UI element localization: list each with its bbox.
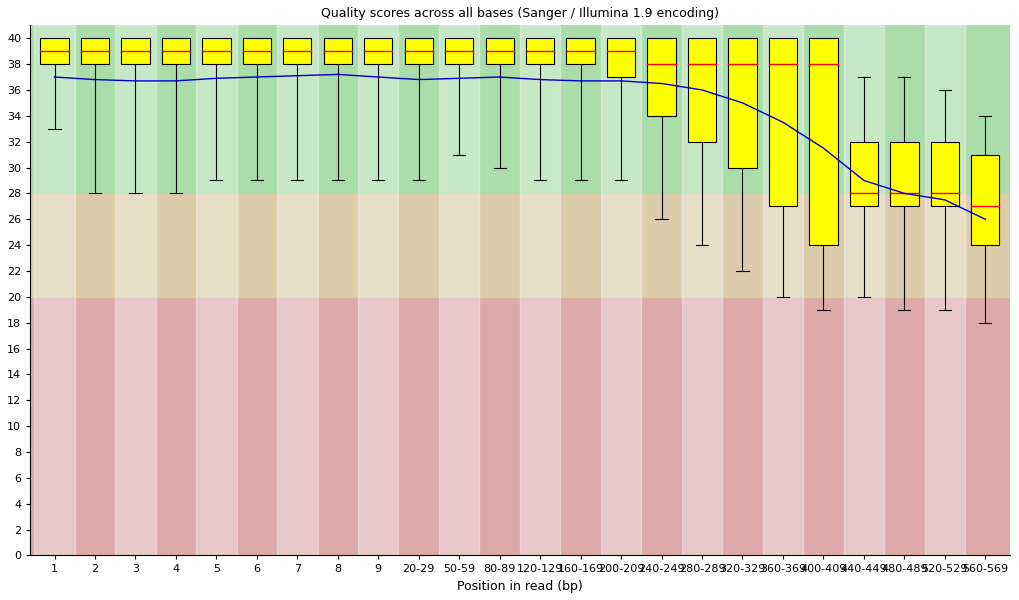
- Bar: [485, 38, 514, 64]
- Bar: [81, 38, 109, 64]
- Bar: [647, 38, 675, 116]
- Bar: [35, 25, 74, 556]
- Bar: [41, 38, 68, 64]
- Bar: [843, 25, 883, 556]
- Bar: [606, 38, 635, 77]
- Bar: [323, 38, 352, 64]
- Bar: [202, 38, 230, 64]
- Bar: [364, 38, 392, 64]
- Bar: [31, 193, 1009, 297]
- Bar: [970, 155, 999, 245]
- Bar: [728, 38, 756, 167]
- Bar: [196, 25, 236, 556]
- Bar: [444, 38, 473, 64]
- Bar: [808, 38, 837, 245]
- Bar: [526, 38, 553, 64]
- Bar: [243, 38, 271, 64]
- Bar: [849, 142, 877, 206]
- X-axis label: Position in read (bp): Position in read (bp): [457, 580, 582, 593]
- Bar: [600, 25, 641, 556]
- Bar: [687, 38, 715, 142]
- Bar: [277, 25, 317, 556]
- Bar: [762, 25, 802, 556]
- Bar: [358, 25, 398, 556]
- Bar: [768, 38, 796, 206]
- Bar: [31, 25, 1009, 193]
- Title: Quality scores across all bases (Sanger / Illumina 1.9 encoding): Quality scores across all bases (Sanger …: [321, 7, 718, 20]
- Bar: [438, 25, 479, 556]
- Bar: [929, 142, 958, 206]
- Bar: [923, 25, 964, 556]
- Bar: [566, 38, 594, 64]
- Bar: [681, 25, 721, 556]
- Bar: [890, 142, 918, 206]
- Bar: [283, 38, 311, 64]
- Bar: [520, 25, 559, 556]
- Bar: [115, 25, 156, 556]
- Bar: [121, 38, 150, 64]
- Bar: [162, 38, 190, 64]
- Bar: [31, 297, 1009, 556]
- Bar: [405, 38, 432, 64]
